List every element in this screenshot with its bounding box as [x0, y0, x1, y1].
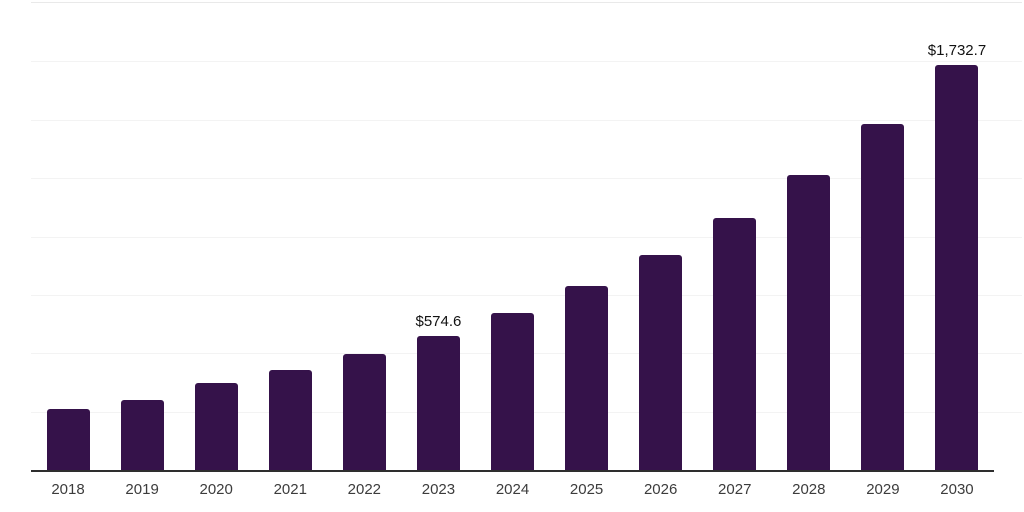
- bar-2022: [342, 354, 386, 470]
- x-tick-label-2024: 2024: [495, 481, 530, 498]
- bar-2028: [787, 174, 831, 470]
- bar-2020: [194, 383, 238, 470]
- gridline: [31, 119, 1022, 121]
- bar-column-2029: [846, 3, 920, 470]
- x-tick-label-2030: 2030: [940, 481, 974, 498]
- bar-2024: [491, 312, 534, 470]
- bar-column-2024: [475, 3, 549, 470]
- x-tick-label-2028: 2028: [792, 481, 826, 498]
- bar-column-2026: [624, 3, 698, 470]
- x-tick-label-2027: 2027: [718, 481, 752, 498]
- bars-container: $574.6 $1,732.7: [31, 3, 994, 470]
- bar-2018: [46, 409, 90, 470]
- bar-2029: [861, 124, 905, 470]
- gridline: [31, 236, 1022, 238]
- x-tick-label-2025: 2025: [569, 481, 604, 498]
- x-tick-label-2029: 2029: [866, 481, 900, 498]
- bar-2025: [565, 286, 609, 470]
- x-tick-label-2018: 2018: [51, 481, 85, 498]
- bar-column-2022: [327, 3, 401, 470]
- bar-column-2028: [772, 3, 846, 470]
- x-tick-label-2020: 2020: [199, 481, 233, 498]
- bar-column-2020: [179, 3, 253, 470]
- bar-column-2019: [105, 3, 179, 470]
- x-tick-label-2022: 2022: [347, 481, 382, 498]
- bar-2030: [935, 65, 979, 470]
- bar-column-2021: [253, 3, 327, 470]
- plot-area: $574.6 $1,732.7: [31, 2, 1022, 472]
- bar-2027: [713, 217, 757, 470]
- bar-column-2025: [550, 3, 624, 470]
- x-tick-label-2023: 2023: [421, 481, 456, 498]
- bar-2023: [416, 335, 460, 470]
- bar-2026: [639, 254, 683, 470]
- bar-column-2018: [31, 3, 105, 470]
- bar-2019: [120, 400, 164, 470]
- x-axis-labels: 2018 2019 2020 2021 2022 2023 2024 2025 2026 2027…: [31, 480, 994, 500]
- gridline: [31, 61, 1022, 63]
- gridline: [31, 294, 1022, 296]
- bar-column-2027: [698, 3, 772, 470]
- bar-2021: [268, 370, 312, 470]
- x-tick-label-2026: 2026: [643, 481, 678, 498]
- x-tick-label-2019: 2019: [125, 481, 159, 498]
- value-label-2023: $574.6: [415, 312, 462, 330]
- x-tick-label-2021: 2021: [273, 481, 307, 498]
- value-label-2030: $1,732.7: [927, 42, 987, 60]
- gridline: [31, 178, 1022, 180]
- x-axis-line: [31, 470, 994, 472]
- bar-column-2023: $574.6: [401, 3, 475, 470]
- bar-column-2030: $1,732.7: [920, 3, 994, 470]
